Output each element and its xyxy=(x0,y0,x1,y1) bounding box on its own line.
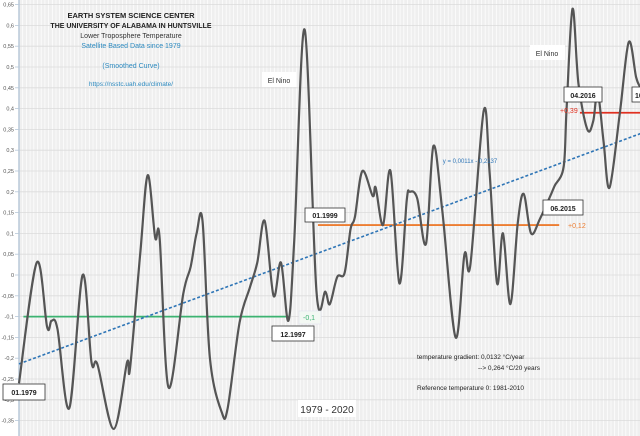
y-tick-label: 0,6 xyxy=(6,23,14,29)
subtitle-source: Satellite Based Data since 1979 xyxy=(81,43,180,50)
y-tick-label: 0 xyxy=(11,273,14,279)
vertical-gridlines xyxy=(18,0,638,436)
y-tick-label: 0,15 xyxy=(3,211,14,217)
y-tick-label: 0,4 xyxy=(6,107,14,113)
el-nino-box-1 xyxy=(262,72,296,87)
svg-text:10: 10 xyxy=(635,93,640,100)
y-tick-label: 0,25 xyxy=(3,169,14,175)
y-tick-label: -0,3 xyxy=(5,398,14,404)
y-tick-label: 0,1 xyxy=(6,231,14,237)
avg-label-3: +0,39 xyxy=(560,108,578,115)
chart-title: EARTH SYSTEM SCIENCE CENTER xyxy=(67,11,195,20)
subtitle-dataset: Lower Troposphere Temperature xyxy=(80,33,182,40)
trend-equation: y = 0,0011x - 0,2137 xyxy=(443,159,498,165)
el-nino-label-2: El Nino xyxy=(536,51,559,58)
period-box xyxy=(298,400,356,417)
date-label-04-2016: 04.2016 xyxy=(563,86,603,103)
y-tick-label: -0,25 xyxy=(1,377,14,383)
y-tick-label: 0,35 xyxy=(3,127,14,133)
source-url: https://nsstc.uah.edu/climate/ xyxy=(89,81,173,88)
svg-text:01.1999: 01.1999 xyxy=(312,213,337,220)
y-tick-label: 0,5 xyxy=(6,65,14,71)
average-lines xyxy=(23,111,640,318)
trendline xyxy=(18,132,640,365)
date-label-06-2015: 06.2015 xyxy=(542,199,584,216)
reference-note: Reference temperature 0: 1981-2010 xyxy=(417,385,524,392)
y-tick-label: -0,1 xyxy=(5,315,14,321)
svg-text:01.1979: 01.1979 xyxy=(11,390,36,397)
avg-label-2: +0,12 xyxy=(568,223,586,230)
horizontal-gridlines xyxy=(19,4,640,422)
svg-text:12.1997: 12.1997 xyxy=(280,332,305,339)
avg-label-1: -0,1 xyxy=(303,315,315,322)
el-nino-box-2 xyxy=(530,45,565,60)
y-tick-label: 0,2 xyxy=(6,190,14,196)
y-tick-label: -0,15 xyxy=(1,335,14,341)
svg-text:04.2016: 04.2016 xyxy=(570,93,595,100)
y-tick-label: -0,35 xyxy=(1,419,14,425)
y-tick-label: 0,65 xyxy=(3,3,14,9)
y-tick-label: -0,05 xyxy=(1,294,14,300)
y-tick-labels: 0,65 0,6 0,55 0,5 0,45 0,4 0,35 0,3 0,25 0,2 0,15 0… xyxy=(1,3,19,425)
gradient-note-1: temperature gradient: 0,0132 °C/year xyxy=(417,353,525,361)
y-tick-label: 0,3 xyxy=(6,148,14,154)
date-label-01-1979: 01.1979 xyxy=(2,383,46,401)
date-label-cut-off: 10 xyxy=(631,86,640,103)
date-label-01-1999: 01.1999 xyxy=(304,207,346,223)
temperature-series-line xyxy=(17,7,640,431)
date-label-12-1997: 12.1997 xyxy=(271,325,315,342)
subtitle-university: THE UNIVERSITY OF ALABAMA IN HUNTSVILLE xyxy=(50,23,211,30)
svg-text:06.2015: 06.2015 xyxy=(550,206,575,213)
subtitle-smoothed: (Smoothed Curve) xyxy=(102,63,159,70)
y-tick-label: 0,55 xyxy=(3,44,14,50)
el-nino-label-1: El Nino xyxy=(268,78,291,85)
period-label: 1979 - 2020 xyxy=(300,405,354,416)
gradient-note-2: --> 0,264 °C/20 years xyxy=(478,364,541,372)
avg-label-box-1 xyxy=(298,310,322,325)
y-tick-label: 0,45 xyxy=(3,86,14,92)
y-tick-label: 0,05 xyxy=(3,252,14,258)
y-tick-label: -0,2 xyxy=(5,356,14,362)
